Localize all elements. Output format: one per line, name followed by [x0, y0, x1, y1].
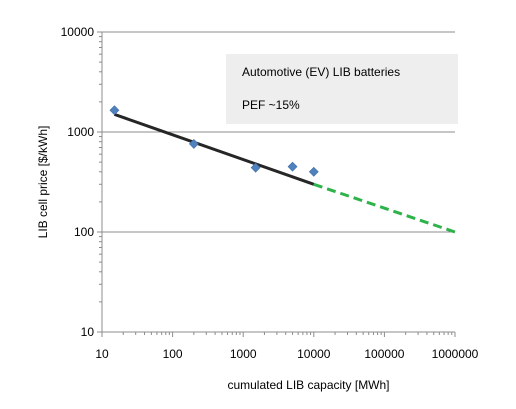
- fit-line: [113, 112, 315, 186]
- annotation-box: Automotive (EV) LIB batteries PEF ~15%: [226, 54, 458, 124]
- annotation-line-1: Automotive (EV) LIB batteries: [242, 65, 400, 79]
- axes: [97, 31, 456, 337]
- annotation-line-2: PEF ~15%: [242, 98, 300, 112]
- series-lines: [113, 112, 456, 234]
- x-tick-label-4: 100000: [364, 347, 404, 361]
- y-tick-label-1: 100: [74, 225, 94, 239]
- x-axis-label: cumulated LIB capacity [MWh]: [227, 378, 389, 392]
- x-tick-label-2: 1000: [230, 347, 257, 361]
- x-tick-label-1: 100: [163, 347, 183, 361]
- data-point-1: [188, 138, 199, 149]
- y-tick-labels: 10 100 1000 10000: [61, 25, 95, 339]
- y-tick-label-0: 10: [81, 325, 95, 339]
- x-tick-label-5: 1000000: [432, 347, 479, 361]
- y-tick-label-3: 10000: [61, 25, 95, 39]
- x-tick-label-3: 10000: [297, 347, 331, 361]
- x-tick-labels: 10 100 1000 10000 100000 1000000: [95, 347, 478, 361]
- y-tick-label-2: 1000: [67, 125, 94, 139]
- data-point-2: [250, 162, 261, 173]
- y-axis-label: LIB cell price [$/kWh]: [36, 126, 50, 239]
- data-point-3: [287, 161, 298, 172]
- x-tick-label-0: 10: [95, 347, 109, 361]
- annotation-background: [226, 54, 458, 124]
- data-point-4: [308, 166, 319, 177]
- data-point-0: [109, 105, 120, 116]
- series-points: [109, 105, 319, 177]
- projection-line: [313, 182, 456, 234]
